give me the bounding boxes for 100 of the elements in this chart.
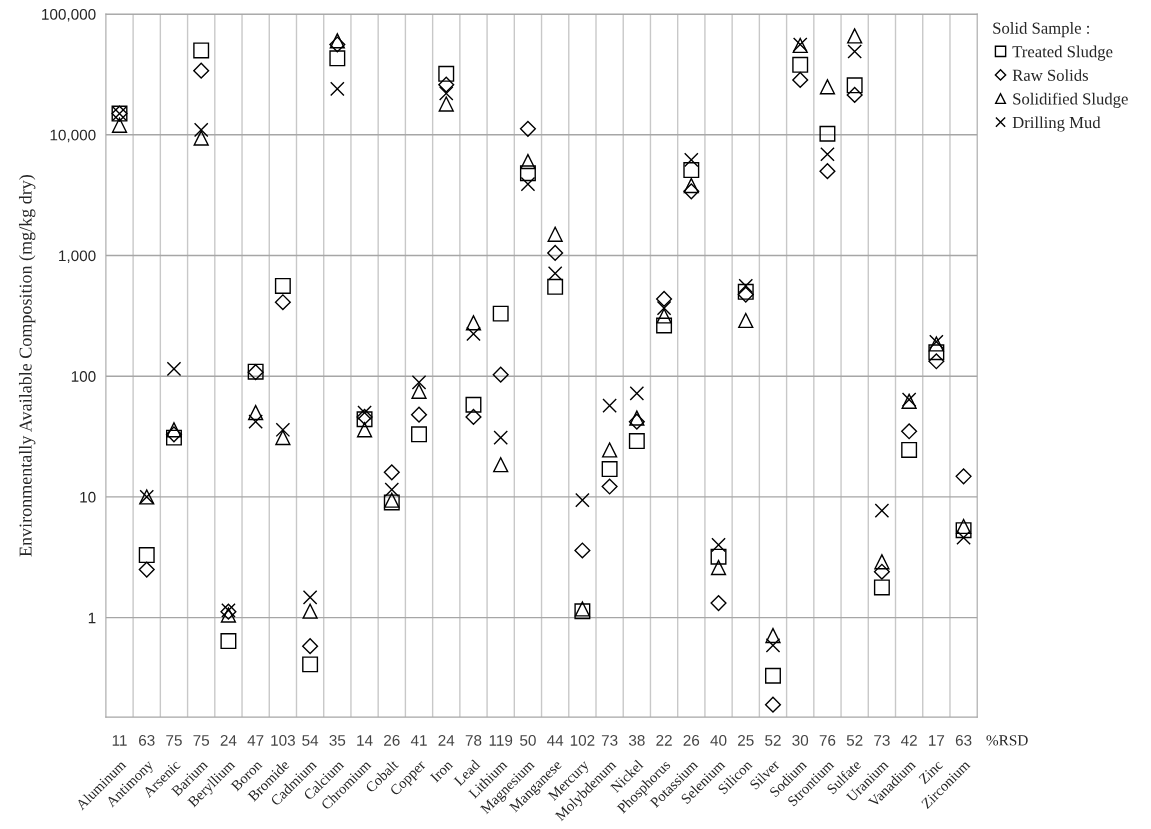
y-tick-label: 1: [88, 612, 96, 624]
point: [710, 559, 727, 576]
point: [520, 153, 536, 170]
point: [438, 65, 455, 82]
y-axis-title: Environmentally Available Composition (mg/kg dry): [18, 174, 36, 557]
point: [465, 396, 482, 413]
point: [138, 547, 155, 564]
text: 102: [570, 734, 595, 746]
point: [628, 413, 645, 430]
text: 52: [846, 734, 863, 746]
point: [710, 548, 727, 565]
point: [955, 522, 972, 539]
point: [465, 408, 482, 425]
text: 76: [819, 734, 836, 746]
text: 63: [955, 734, 972, 746]
text: 26: [683, 734, 700, 746]
point: [602, 398, 617, 413]
text: 47: [247, 735, 264, 746]
point: [820, 146, 835, 162]
point: [493, 430, 508, 445]
point: [302, 590, 318, 605]
point: [438, 76, 455, 93]
point: [956, 530, 971, 545]
point: [220, 633, 237, 650]
point: [547, 278, 564, 295]
point: [357, 405, 372, 420]
text: 41: [410, 735, 427, 746]
point: [628, 433, 645, 450]
point: [302, 603, 318, 619]
point: [519, 165, 536, 182]
point: [928, 344, 945, 361]
text: 52: [765, 734, 781, 746]
y-tick-label: 10: [80, 491, 96, 503]
point: [547, 226, 563, 242]
point: [955, 468, 972, 485]
point: [683, 162, 700, 179]
x-tick-label: Iron: [429, 759, 454, 783]
legend-label: Solidified Sludge: [1013, 92, 1128, 108]
point: [438, 86, 454, 101]
text: 40: [710, 734, 727, 746]
text: 42: [900, 734, 917, 746]
point: [819, 125, 836, 142]
point: [847, 28, 863, 44]
text: 44: [547, 735, 564, 746]
point: [329, 50, 346, 67]
point: [711, 537, 726, 553]
point: [656, 300, 672, 316]
point: [493, 457, 509, 473]
text: 50: [520, 734, 536, 746]
point: [330, 81, 345, 97]
point: [302, 656, 319, 673]
point: [574, 542, 591, 559]
text: 22: [656, 734, 672, 746]
point: [465, 315, 482, 331]
point: [846, 86, 863, 103]
point: [873, 563, 890, 580]
point: [819, 79, 836, 95]
text: 63: [139, 734, 155, 746]
point: [684, 152, 699, 168]
legend-label: Raw Solids: [1012, 69, 1088, 81]
text: 119: [489, 734, 513, 746]
point: [656, 308, 672, 324]
point: [193, 62, 210, 79]
text: 26: [384, 734, 400, 746]
point: [220, 607, 237, 623]
point: [601, 478, 618, 495]
point: [955, 518, 972, 535]
point: [547, 266, 563, 281]
point: [874, 503, 890, 518]
text: 38: [628, 734, 645, 746]
point: [193, 130, 209, 146]
point: [411, 383, 427, 399]
point: [710, 595, 727, 612]
point: [248, 404, 264, 421]
text: 30: [792, 734, 809, 746]
point: [438, 96, 454, 112]
point: [383, 464, 400, 481]
text: 78: [465, 734, 482, 746]
text: 35: [329, 734, 346, 746]
point: [547, 244, 564, 262]
point: [193, 42, 210, 59]
point: [764, 667, 781, 684]
point: [519, 120, 536, 137]
point: [302, 638, 319, 655]
point: [792, 71, 809, 88]
point: [874, 554, 890, 570]
text: 24: [220, 734, 237, 746]
point: [275, 422, 291, 438]
point: [629, 410, 645, 426]
text: 17: [929, 735, 945, 746]
point: [764, 696, 782, 713]
point: [138, 561, 155, 578]
y-tick-label: 100,000: [42, 8, 96, 22]
text: 54: [302, 735, 319, 746]
point: [274, 277, 291, 294]
text: 75: [166, 735, 182, 746]
point: [765, 638, 781, 653]
point: [575, 492, 590, 508]
y-tick-label: 1,000: [59, 250, 96, 263]
point: [329, 33, 345, 49]
